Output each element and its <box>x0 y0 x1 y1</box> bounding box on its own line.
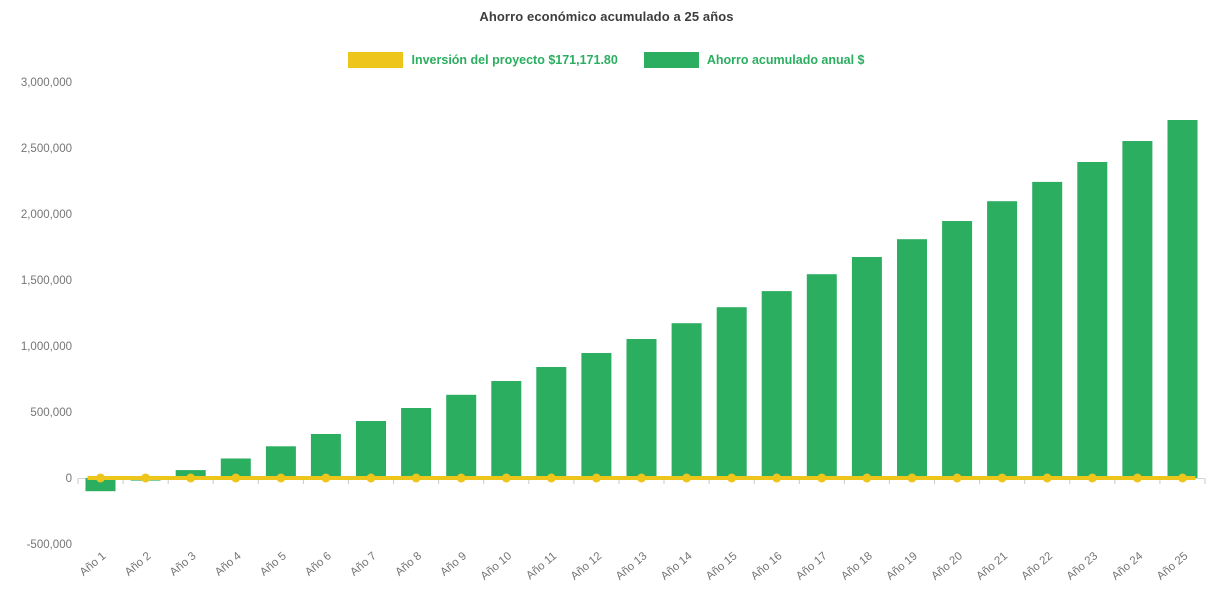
y-axis-label: 3,000,000 <box>21 77 72 89</box>
investment-line-marker <box>501 473 511 483</box>
legend-item-savings: Ahorro acumulado anual $ <box>643 52 865 68</box>
x-axis-label: Año 25 <box>1155 550 1191 583</box>
x-axis-label: Año 23 <box>1065 550 1101 583</box>
investment-line-marker <box>1178 473 1187 483</box>
x-axis-label: Año 11 <box>524 550 559 582</box>
investment-line-marker <box>727 473 737 483</box>
bar <box>265 446 296 478</box>
x-axis-label: Año 8 <box>393 550 424 579</box>
investment-line-marker <box>276 473 286 483</box>
x-axis-label: Año 13 <box>614 550 650 583</box>
investment-line-marker <box>1042 473 1052 483</box>
bar <box>1167 120 1198 478</box>
x-axis-label: Año 7 <box>348 550 379 579</box>
bar <box>85 478 116 492</box>
investment-line-marker <box>546 473 556 483</box>
investment-line-marker <box>1132 473 1142 483</box>
bar <box>761 291 792 478</box>
investment-line-marker <box>772 473 782 483</box>
bar <box>581 353 612 478</box>
bar <box>987 201 1018 478</box>
x-axis-label: Año 22 <box>1019 550 1055 583</box>
x-axis-label: Año 1 <box>78 550 109 579</box>
investment-line-marker <box>321 473 331 483</box>
y-axis-label: -500,000 <box>27 539 72 551</box>
bar <box>1032 181 1063 478</box>
investment-line-marker <box>456 473 466 483</box>
x-axis-label: Año 3 <box>168 550 199 579</box>
y-axis-label: 0 <box>66 473 72 485</box>
investment-line-marker <box>682 473 692 483</box>
y-axis-label: 2,500,000 <box>21 143 72 155</box>
legend-swatch-investment <box>348 52 404 68</box>
investment-line-marker <box>591 473 601 483</box>
investment-line-marker <box>411 473 421 483</box>
y-axis-label: 1,000,000 <box>21 341 72 353</box>
investment-line-marker <box>186 473 196 483</box>
bar <box>401 408 432 478</box>
bar <box>671 323 702 478</box>
x-axis-label: Año 19 <box>884 550 920 583</box>
bar <box>851 257 882 478</box>
legend-swatch-savings <box>643 52 699 68</box>
bar <box>806 274 837 478</box>
x-axis-label: Año 12 <box>569 550 605 583</box>
x-axis-label: Año 2 <box>123 550 154 579</box>
investment-line-marker <box>862 473 872 483</box>
investment-line-marker <box>1087 473 1097 483</box>
x-axis-label: Año 24 <box>1110 550 1146 583</box>
bar <box>220 458 251 478</box>
investment-line-marker <box>231 473 241 483</box>
bar <box>1077 162 1108 478</box>
investment-line-marker <box>997 473 1007 483</box>
bar <box>536 367 567 478</box>
legend-label-savings: Ahorro acumulado anual $ <box>706 53 865 67</box>
bar <box>942 221 973 478</box>
x-axis-label: Año 10 <box>479 550 515 583</box>
bar <box>626 339 657 478</box>
investment-line-marker <box>952 473 962 483</box>
legend: Inversión del proyecto $171,171.80 Ahorr… <box>0 52 1213 68</box>
x-axis-label: Año 18 <box>839 550 875 583</box>
investment-line-marker <box>96 473 105 483</box>
y-axis-label: 2,000,000 <box>21 209 72 221</box>
investment-line-marker <box>366 473 376 483</box>
x-axis-label: Año 21 <box>974 550 1010 583</box>
bar <box>446 394 477 478</box>
legend-item-investment: Inversión del proyecto $171,171.80 <box>348 52 618 68</box>
investment-line-marker <box>907 473 917 483</box>
x-axis-label: Año 5 <box>258 550 289 579</box>
x-axis-label: Año 20 <box>929 550 965 583</box>
bar <box>1122 141 1153 478</box>
x-axis-label: Año 9 <box>438 550 469 579</box>
x-axis-label: Año 14 <box>659 550 695 583</box>
bar <box>716 307 747 478</box>
x-axis-label: Año 15 <box>704 550 740 583</box>
x-axis-label: Año 4 <box>213 550 244 579</box>
x-axis-label: Año 6 <box>303 550 334 579</box>
x-axis-label: Año 16 <box>749 550 785 583</box>
investment-line-marker <box>637 473 646 483</box>
x-axis-label: Año 17 <box>794 550 830 583</box>
y-axis-label: 1,500,000 <box>21 275 72 287</box>
legend-label-investment: Inversión del proyecto $171,171.80 <box>411 53 618 67</box>
bar <box>491 381 522 478</box>
investment-line-marker <box>817 473 827 483</box>
y-axis-label: 500,000 <box>30 407 72 419</box>
bar <box>310 434 341 478</box>
bar <box>356 421 386 478</box>
chart-title: Ahorro económico acumulado a 25 años <box>479 9 734 24</box>
investment-line-marker <box>141 473 151 483</box>
bar <box>897 239 927 478</box>
